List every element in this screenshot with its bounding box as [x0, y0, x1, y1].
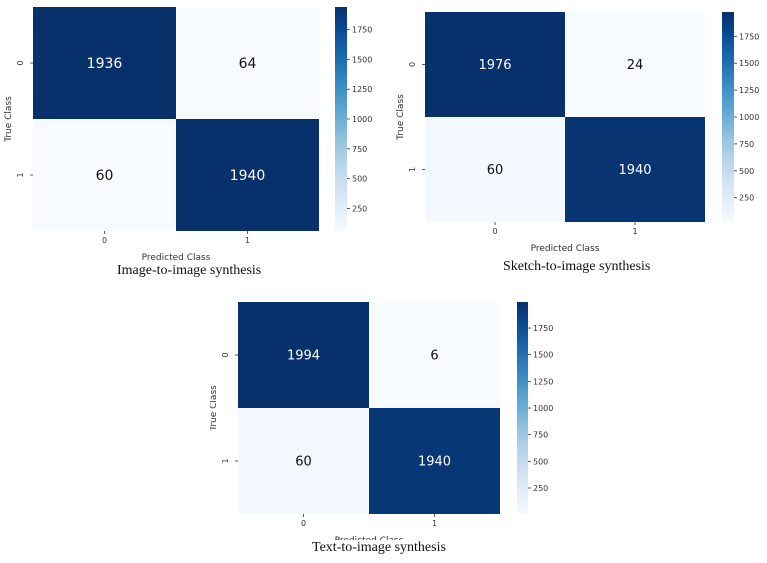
y-axis-label: True Class — [4, 96, 14, 143]
colorbar-tick-label-1500: 1500 — [533, 351, 553, 360]
cell-value-0-1: 24 — [627, 58, 644, 73]
cell-value-0-1: 6 — [430, 349, 438, 364]
heatmap-chart: 1936 64 60 1940 0 1 0 1 Predicted Class True Clas… — [4, 7, 372, 263]
colorbar — [722, 12, 734, 222]
colorbar-tick-label-1500: 1500 — [739, 59, 759, 68]
cell-value-1-1: 1940 — [230, 168, 266, 184]
heatmap-cell-0-1 — [369, 302, 500, 408]
heatmap-cell-1-1 — [176, 119, 319, 231]
colorbar-tick-label-250: 250 — [533, 484, 548, 493]
heatmap-cell-1-0 — [425, 117, 565, 222]
colorbar-tick-label-1250: 1250 — [352, 85, 372, 94]
confusion-matrix-image-to-image: 1936 64 60 1940 0 1 0 1 Predicted Class True Clas… — [0, 0, 380, 265]
heatmap-chart: 1976 24 60 1940 0 1 0 1 Predicted Class True Clas… — [396, 12, 759, 254]
caption-sketch-to-image: Sketch-to-image synthesis — [503, 259, 651, 274]
x-tick-label-0: 0 — [102, 236, 107, 245]
cell-value-0-0: 1976 — [478, 58, 511, 73]
x-axis-label: Predicted Class — [142, 253, 211, 260]
colorbar-tick-label-750: 750 — [533, 431, 548, 440]
colorbar-tick-label-250: 250 — [352, 204, 367, 213]
heatmap-cell-1-1 — [565, 117, 705, 222]
cell-value-0-1: 64 — [239, 56, 257, 72]
cell-value-1-0: 60 — [96, 168, 114, 184]
x-tick-label-1: 1 — [432, 519, 437, 528]
colorbar-tick-label-1000: 1000 — [739, 113, 759, 122]
colorbar-tick-label-750: 750 — [739, 140, 754, 149]
x-tick-label-1: 1 — [632, 227, 637, 236]
colorbar-tick-label-500: 500 — [533, 457, 548, 466]
y-tick-label-0: 0 — [221, 352, 230, 357]
y-tick-label-1: 1 — [408, 167, 417, 172]
cell-value-0-0: 1994 — [287, 349, 320, 364]
y-axis-label: True Class — [210, 385, 219, 432]
y-tick-label-1: 1 — [221, 458, 230, 463]
x-tick-label-0: 0 — [492, 227, 497, 236]
colorbar-tick-label-750: 750 — [352, 145, 367, 154]
y-tick-label-0: 0 — [16, 60, 25, 65]
x-tick-label-1: 1 — [245, 236, 250, 245]
heatmap-cell-1-1 — [369, 408, 500, 514]
cell-value-1-0: 60 — [295, 455, 312, 470]
y-tick-label-1: 1 — [16, 172, 25, 177]
colorbar-tick-label-1750: 1750 — [533, 324, 553, 333]
heatmap-cell-0-1 — [176, 7, 319, 119]
colorbar-tick-label-1750: 1750 — [352, 26, 372, 35]
cell-value-1-0: 60 — [487, 163, 504, 178]
x-tick-label-0: 0 — [301, 519, 306, 528]
heatmap-cell-0-0 — [425, 12, 565, 117]
heatmap-cell-1-0 — [33, 119, 176, 231]
colorbar-tick-label-1750: 1750 — [739, 32, 759, 41]
caption-image-to-image: Image-to-image synthesis — [117, 263, 262, 278]
colorbar — [335, 7, 347, 231]
y-tick-label-0: 0 — [408, 62, 417, 67]
colorbar-tick-label-250: 250 — [739, 194, 754, 203]
colorbar-tick-label-1000: 1000 — [533, 404, 553, 413]
heatmap-cell-0-0 — [238, 302, 369, 408]
cell-value-1-1: 1940 — [618, 163, 651, 178]
colorbar-tick-label-500: 500 — [739, 167, 754, 176]
colorbar-tick-label-1000: 1000 — [352, 115, 372, 124]
cell-value-0-0: 1936 — [87, 56, 123, 72]
heatmap-cell-0-0 — [33, 7, 176, 119]
colorbar-tick-label-1250: 1250 — [533, 377, 553, 386]
heatmap-cell-1-0 — [238, 408, 369, 514]
confusion-matrix-sketch-to-image: 1976 24 60 1940 0 1 0 1 Predicted Class True Clas… — [395, 6, 767, 269]
y-axis-label: True Class — [396, 94, 406, 141]
heatmap-cell-0-1 — [565, 12, 705, 117]
colorbar — [517, 302, 528, 514]
x-axis-label: Predicted Class — [531, 244, 600, 254]
colorbar-tick-label-1500: 1500 — [352, 55, 372, 64]
caption-text-to-image: Text-to-image synthesis — [312, 540, 446, 555]
cell-value-1-1: 1940 — [418, 455, 451, 470]
colorbar-tick-label-500: 500 — [352, 175, 367, 184]
colorbar-tick-label-1250: 1250 — [739, 86, 759, 95]
